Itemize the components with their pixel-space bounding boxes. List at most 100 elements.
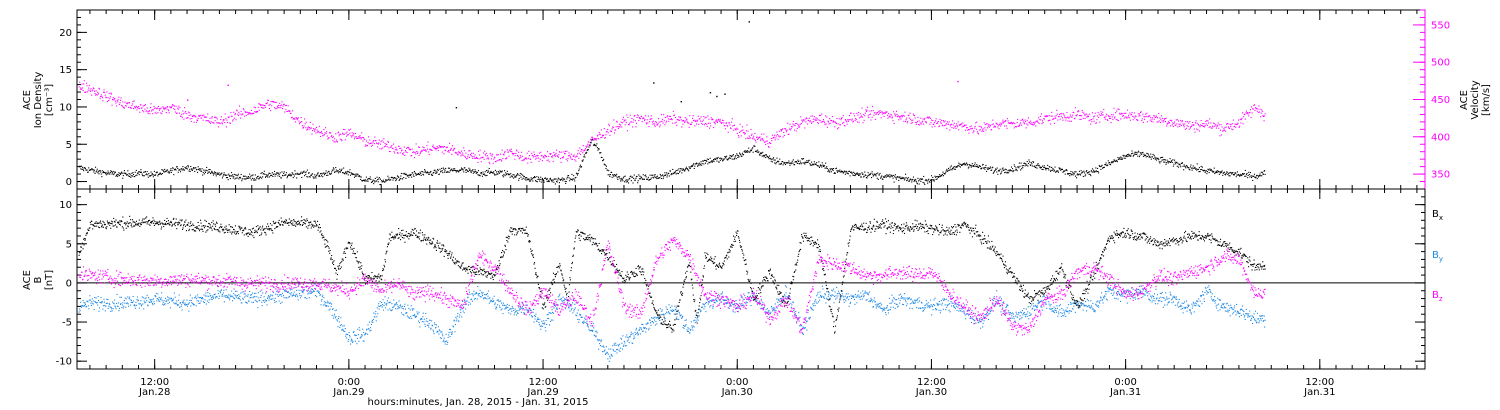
data-point xyxy=(1181,120,1183,122)
data-point xyxy=(272,291,274,293)
data-point xyxy=(604,164,606,166)
data-point xyxy=(1111,116,1113,118)
data-point xyxy=(902,177,904,179)
data-point xyxy=(619,126,621,128)
data-point xyxy=(386,302,388,304)
data-point xyxy=(185,167,187,169)
data-point xyxy=(112,172,114,174)
data-point xyxy=(358,175,360,177)
data-point xyxy=(1123,117,1125,119)
data-point xyxy=(1199,126,1201,128)
data-point xyxy=(309,121,311,123)
data-point xyxy=(584,156,586,158)
data-point xyxy=(995,168,997,170)
data-point xyxy=(1176,123,1178,125)
data-point xyxy=(842,122,844,124)
data-point xyxy=(638,178,640,180)
data-point xyxy=(967,128,969,130)
data-point xyxy=(1157,117,1159,119)
data-point xyxy=(334,138,336,140)
data-point xyxy=(654,125,656,127)
data-point xyxy=(181,169,183,171)
data-point xyxy=(616,173,618,175)
data-point xyxy=(134,305,136,307)
data-point xyxy=(447,150,449,152)
data-point xyxy=(326,302,328,304)
data-point xyxy=(822,119,824,121)
data-point xyxy=(201,114,203,116)
data-point xyxy=(919,124,921,126)
data-point xyxy=(389,301,391,303)
data-point xyxy=(113,99,115,101)
data-point xyxy=(712,119,714,121)
data-point xyxy=(501,160,503,162)
data-point xyxy=(99,88,101,90)
data-point xyxy=(692,165,694,167)
data-point xyxy=(249,112,251,114)
data-point xyxy=(611,171,613,173)
data-point xyxy=(898,177,900,179)
data-point xyxy=(1259,108,1261,110)
data-point xyxy=(1179,164,1181,166)
data-point xyxy=(339,138,341,140)
data-point xyxy=(901,116,903,118)
data-point xyxy=(212,174,214,176)
data-point xyxy=(91,94,93,96)
data-point xyxy=(204,116,206,118)
data-point xyxy=(1247,113,1249,115)
data-point xyxy=(235,296,237,298)
data-point xyxy=(1191,125,1193,127)
data-point xyxy=(972,165,974,167)
data-point xyxy=(89,169,91,171)
data-point xyxy=(688,126,690,128)
data-point xyxy=(1115,160,1117,162)
data-point xyxy=(218,172,220,174)
data-point xyxy=(1100,165,1102,167)
data-point xyxy=(953,127,955,129)
data-point xyxy=(1074,107,1076,109)
data-point xyxy=(1136,119,1138,121)
data-point xyxy=(362,340,364,342)
data-point xyxy=(355,175,357,177)
data-point xyxy=(139,303,141,305)
data-point xyxy=(372,318,374,320)
data-point xyxy=(587,149,589,151)
data-point xyxy=(282,105,284,107)
data-point xyxy=(924,117,926,119)
data-point xyxy=(862,173,864,175)
data-point xyxy=(156,171,158,173)
data-point xyxy=(752,147,754,149)
data-point xyxy=(148,172,150,174)
data-point xyxy=(377,305,379,307)
data-point xyxy=(168,172,170,174)
data-point xyxy=(1154,156,1156,158)
data-point xyxy=(415,174,417,176)
data-point xyxy=(541,154,543,156)
data-point xyxy=(826,166,828,168)
data-point xyxy=(894,113,896,115)
data-point xyxy=(296,289,298,291)
data-point xyxy=(849,118,851,120)
data-point xyxy=(885,112,887,114)
data-point xyxy=(965,124,967,126)
data-point xyxy=(573,155,575,157)
data-point xyxy=(1242,173,1244,175)
data-point xyxy=(249,173,251,175)
data-point xyxy=(638,120,640,122)
data-point xyxy=(586,146,588,148)
data-point xyxy=(989,124,991,126)
data-point xyxy=(1175,119,1177,121)
data-point xyxy=(355,173,357,175)
data-point xyxy=(1117,119,1119,121)
data-point xyxy=(365,144,367,146)
data-point xyxy=(304,175,306,177)
data-point xyxy=(1197,129,1199,131)
data-point xyxy=(356,173,358,175)
data-point xyxy=(206,166,208,168)
data-point xyxy=(728,157,730,159)
data-point xyxy=(109,173,111,175)
data-point xyxy=(349,336,351,338)
data-point xyxy=(838,118,840,120)
data-point xyxy=(614,174,616,176)
data-point xyxy=(1237,174,1239,176)
